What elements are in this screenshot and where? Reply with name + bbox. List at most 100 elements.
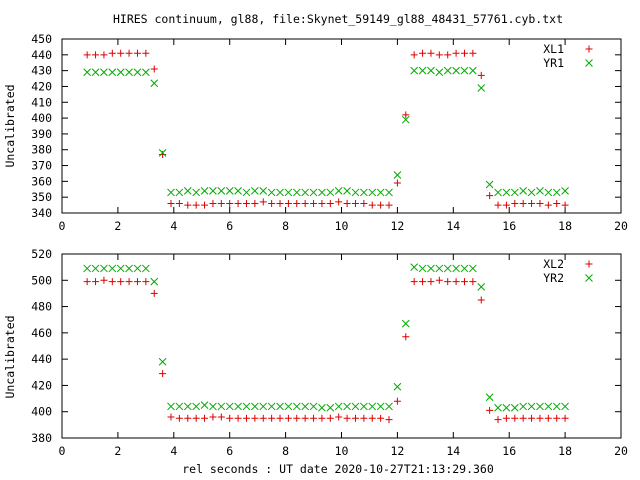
yr1-point [368,188,377,197]
xl1-point [150,65,158,73]
xl2-point [217,413,225,421]
top-y-tick-label: 340 [31,206,52,220]
xl2-point [553,414,561,422]
xl2-point [385,416,393,424]
yr2-point [158,357,167,366]
yr1-point [452,66,460,75]
yr2-point [427,264,435,273]
top-y-tick-label: 360 [31,174,52,188]
xl1-point [377,201,385,209]
xl1-point [259,198,267,206]
xl2-point [477,296,485,304]
yr2-point [91,264,100,273]
yr2-point [242,402,251,411]
yr1-point [217,187,226,195]
yr2-point [401,319,410,328]
xl1-point [242,200,250,208]
bottom-x-tick-label: 14 [446,444,460,458]
xl1-point [209,200,217,208]
top-x-tick-label: 8 [282,219,289,233]
top-y-tick-label: 400 [31,111,52,125]
bottom-y-tick-label: 500 [31,273,52,287]
xl2-point [142,278,150,286]
yr1-point [309,188,318,197]
top-y-tick-label: 450 [31,32,52,46]
xl1-point [201,201,209,209]
yr2-point [452,264,460,273]
yr1-legend-label: YR1 [543,56,564,70]
xl1-point [276,200,284,208]
xl2-point [184,414,192,422]
xl2-point [326,414,334,422]
yr2-point [318,403,326,412]
xl2-point [486,406,494,414]
xl1-point [175,200,183,208]
xl1-point [452,49,460,57]
top-y-tick-label: 380 [31,143,52,157]
yr2-point [469,264,477,273]
yr2-point [150,277,159,286]
yr1-point [141,68,150,77]
xl1-point [326,200,334,208]
yr1-point [360,188,368,197]
xl2-point [402,333,410,341]
yr2-point [544,402,553,411]
xl1-point [100,51,108,59]
x-axis-label: rel seconds : UT date 2020-10-27T21:13:2… [182,462,494,476]
yr1-point [225,187,234,195]
yr1-point [410,66,419,75]
xl1-legend-marker [585,45,593,53]
xl1-point [117,49,125,57]
xl1-point [142,49,150,57]
yr2-point [510,403,519,412]
yr2-point [276,402,284,411]
xl2-point [460,278,468,286]
yr2-legend-label: YR2 [543,271,564,285]
yr2-point [326,403,335,412]
xl1-point [486,192,494,200]
xl2-point [83,278,91,286]
chart-title: HIRES continuum, gl88, file:Skynet_59149… [113,12,563,26]
xl2-point [192,414,200,422]
xl1-point [544,201,552,209]
yr1-point [276,188,284,197]
xl2-point [167,413,175,421]
xl1-point [343,200,351,208]
bottom-y-tick-label: 520 [31,247,52,261]
xl2-point [511,414,519,422]
top-y-tick-label: 420 [31,79,52,93]
yr1-point [519,187,528,195]
yr2-point [527,402,536,411]
xl2-point [242,414,250,422]
xl1-point [469,49,477,57]
yr1-point [477,84,486,92]
yr2-point [83,264,92,273]
bottom-y-axis-label: Uncalibrated [3,315,17,398]
xl1-point [293,200,301,208]
bottom-x-tick-label: 0 [59,444,66,458]
top-x-tick-label: 10 [335,219,349,233]
bottom-x-tick-label: 18 [558,444,572,458]
yr2-point [209,402,217,411]
bottom-x-tick-label: 12 [390,444,404,458]
yr1-point [427,66,435,75]
yr2-point [552,402,561,411]
xl1-point [385,201,393,209]
yr2-point [519,402,528,411]
xl2-point [561,414,569,422]
xl1-point [519,200,527,208]
yr1-point [536,187,544,195]
xl1-point [284,200,292,208]
xl1-point [184,201,192,209]
yr2-point [183,402,192,411]
top-x-tick-label: 6 [226,219,233,233]
xl1-point [460,49,468,57]
xl2-point [92,278,100,286]
yr1-point [469,66,477,75]
xl1-point [368,201,376,209]
yr2-point [443,264,452,273]
yr1-point [83,68,92,77]
bottom-y-tick-label: 480 [31,300,52,314]
xl2-point [435,276,443,284]
